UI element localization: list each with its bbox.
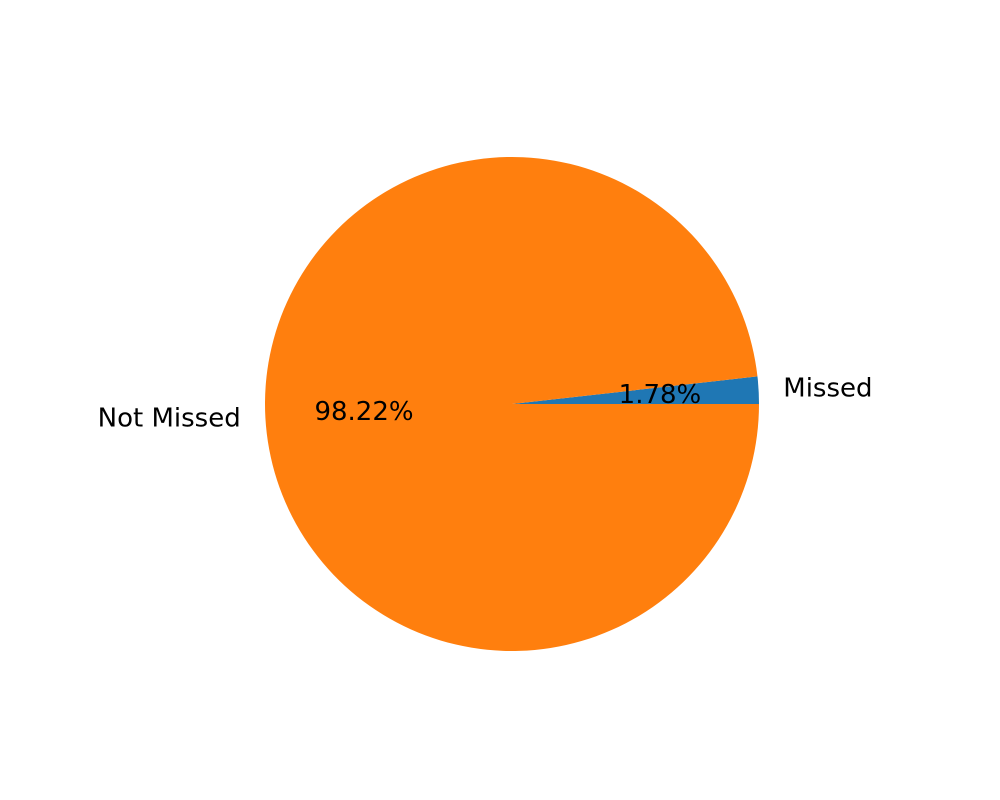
pie-slice-not-missed (265, 156, 759, 651)
pie-slice-missed (512, 376, 759, 404)
pie-slices (265, 156, 759, 651)
slice-label-missed: Missed (783, 373, 872, 403)
slice-label-not-missed: Not Missed (98, 404, 241, 434)
slice-percent-not-missed: 98.22% (314, 397, 413, 427)
pie-labels: Missed 1.78% Not Missed 98.22% (98, 373, 873, 433)
slice-percent-missed: 1.78% (619, 380, 702, 410)
